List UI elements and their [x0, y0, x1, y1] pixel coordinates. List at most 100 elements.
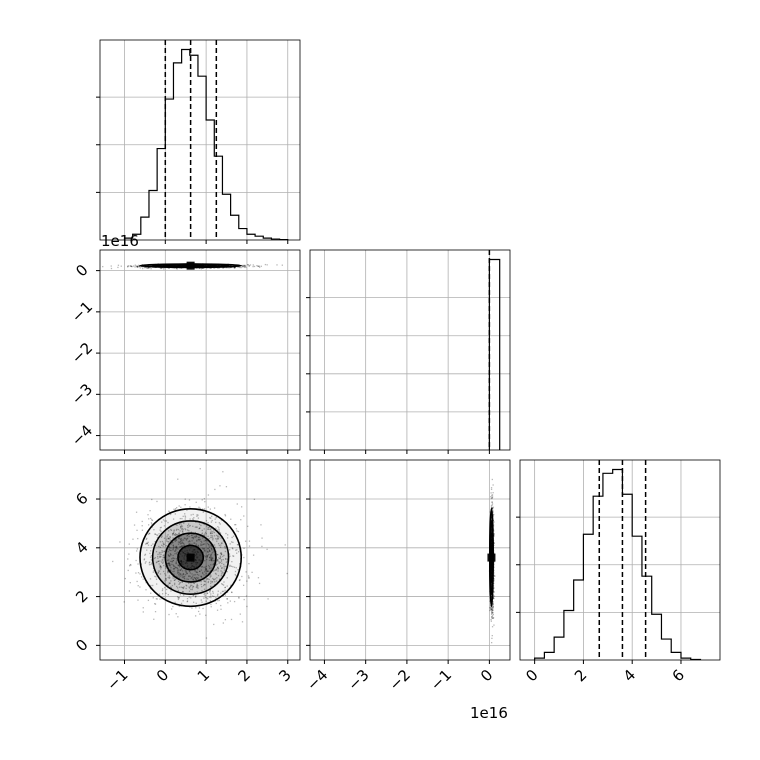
- scatter-point: [222, 540, 225, 542]
- scatter-point: [189, 543, 192, 545]
- scatter-point: [210, 569, 212, 572]
- scatter-point: [217, 593, 219, 595]
- scatter-point: [170, 554, 172, 556]
- scatter-point: [175, 539, 178, 541]
- scatter-point: [197, 585, 199, 587]
- scatter-point: [248, 540, 251, 542]
- scatter-point: [174, 579, 176, 581]
- scatter-point: [177, 571, 179, 573]
- scatter-point: [194, 574, 196, 576]
- scatter-point: [189, 540, 191, 543]
- scatter-point: [203, 534, 206, 537]
- scatter-point: [236, 503, 238, 505]
- scatter-point: [149, 578, 152, 580]
- scatter-point: [220, 519, 223, 521]
- scatter-point: [185, 587, 187, 590]
- scatter-point: [176, 547, 178, 549]
- scatter-point: [167, 570, 169, 572]
- scatter-point: [158, 545, 160, 548]
- scatter-point: [156, 534, 159, 536]
- scatter-point: [490, 586, 493, 588]
- scatter-point: [186, 537, 189, 539]
- scatter-point: [177, 528, 180, 531]
- scatter-point: [208, 526, 210, 529]
- scatter-point: [249, 264, 252, 266]
- scatter-point: [257, 577, 260, 579]
- scatter-point: [196, 577, 199, 580]
- scatter-point: [246, 605, 248, 608]
- scatter-point: [216, 577, 218, 579]
- scatter-point: [197, 546, 200, 548]
- scatter-point: [207, 580, 210, 583]
- scatter-point: [213, 529, 215, 531]
- scatter-point: [199, 570, 201, 573]
- scatter-point: [198, 527, 200, 530]
- scatter-point: [230, 591, 233, 593]
- scatter-point: [150, 592, 152, 594]
- scatter-point: [135, 265, 138, 267]
- scatter-point: [162, 562, 164, 564]
- scatter-point: [162, 542, 164, 544]
- scatter-point: [222, 471, 224, 473]
- scatter-point: [165, 566, 167, 568]
- scatter-point: [159, 529, 161, 531]
- scatter-point: [207, 265, 209, 267]
- scatter-point: [224, 515, 227, 517]
- y-tick-label: −1: [68, 298, 96, 326]
- scatter-point: [223, 569, 226, 571]
- scatter-point: [205, 614, 207, 616]
- scatter-point: [209, 264, 212, 267]
- scatter-point: [137, 585, 139, 587]
- scatter-point: [195, 543, 197, 545]
- scatter-point: [232, 566, 234, 568]
- scatter-point: [200, 575, 202, 578]
- scatter-point: [167, 570, 169, 572]
- scatter-point: [145, 543, 147, 545]
- scatter-point: [137, 537, 139, 540]
- scatter-point: [205, 600, 207, 602]
- scatter-point: [166, 564, 169, 567]
- scatter-point: [217, 574, 220, 577]
- scatter-point: [195, 501, 197, 503]
- scatter-point: [177, 580, 180, 582]
- scatter-point: [200, 583, 202, 586]
- scatter-point: [210, 564, 212, 566]
- scatter-point: [136, 265, 138, 268]
- scatter-point: [490, 571, 493, 573]
- scatter-point: [490, 543, 492, 545]
- scatter-panel-param-3-vs-param-1: [100, 460, 300, 660]
- scatter-point: [211, 557, 213, 559]
- scatter-point: [174, 534, 177, 537]
- scatter-point: [490, 538, 493, 541]
- scatter-point: [135, 572, 137, 574]
- scatter-point: [205, 265, 207, 267]
- scatter-point: [144, 553, 147, 555]
- scatter-point: [207, 528, 209, 530]
- scatter-point: [196, 539, 198, 541]
- scatter-point: [140, 563, 142, 565]
- scatter-point: [186, 600, 188, 603]
- scatter-point: [181, 574, 183, 576]
- scatter-point: [492, 602, 494, 605]
- scatter-point: [490, 529, 493, 531]
- scatter-point: [161, 589, 164, 592]
- scatter-point: [205, 572, 207, 575]
- scatter-point: [208, 549, 211, 551]
- scatter-point: [211, 556, 213, 559]
- scatter-point: [174, 508, 177, 510]
- y-tick-label: 0: [72, 636, 91, 655]
- scatter-point: [162, 559, 164, 561]
- scatter-point: [175, 264, 177, 267]
- scatter-point: [217, 567, 220, 570]
- scatter-point: [157, 571, 160, 574]
- scatter-point: [136, 529, 138, 531]
- scatter-point: [149, 556, 152, 558]
- scatter-point: [234, 570, 237, 573]
- scatter-point: [173, 532, 175, 534]
- scatter-point: [173, 583, 176, 586]
- scatter-point: [154, 610, 157, 613]
- scatter-point: [232, 548, 234, 550]
- scatter-point: [155, 534, 158, 536]
- scatter-point: [168, 562, 170, 564]
- scatter-point: [210, 559, 212, 561]
